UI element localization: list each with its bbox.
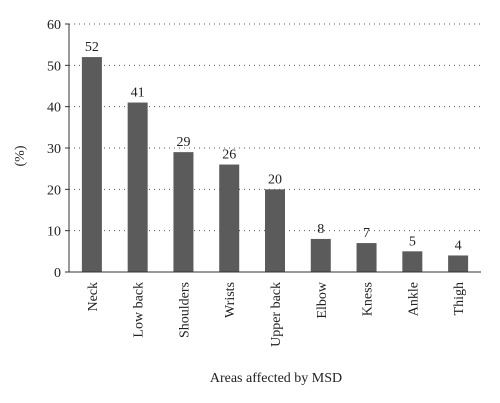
data-label: 8 <box>317 222 324 237</box>
data-label: 7 <box>363 226 370 241</box>
bar <box>448 255 469 272</box>
data-label: 29 <box>176 135 190 150</box>
bar <box>219 164 240 272</box>
x-category-label: Neck <box>86 282 101 312</box>
x-category-label: Wrists <box>223 282 238 318</box>
axes <box>65 23 481 273</box>
bars <box>81 57 469 273</box>
data-label: 41 <box>131 86 145 101</box>
x-category-label: Ankle <box>406 282 421 316</box>
labels: 0 10 20 30 40 50 60 52 Neck 41 Low back 29 Shoulders… <box>47 18 467 347</box>
y-tick-label: 60 <box>47 18 61 33</box>
x-category-label: Low back <box>132 282 147 338</box>
bar <box>310 238 331 272</box>
x-category-label: Thigh <box>452 282 467 315</box>
data-label: 4 <box>455 238 462 253</box>
x-axis-title: Areas affected by MSD <box>210 371 342 386</box>
bar <box>356 243 377 272</box>
bar <box>81 57 102 272</box>
x-category-label: Shoulders <box>177 282 192 338</box>
y-tick-label: 0 <box>54 266 61 281</box>
bar <box>265 189 285 272</box>
y-tick-label: 50 <box>47 59 61 74</box>
x-category-label: Upper back <box>269 282 284 347</box>
data-label: 52 <box>85 40 99 55</box>
data-label: 26 <box>222 148 236 163</box>
bar <box>127 102 148 273</box>
y-tick-label: 40 <box>47 101 61 116</box>
data-label: 5 <box>409 234 416 249</box>
y-axis-title: (%) <box>13 145 28 166</box>
bar <box>402 251 423 272</box>
data-label: 20 <box>268 172 282 187</box>
x-category-label: Elbow <box>315 281 330 318</box>
y-tick-label: 10 <box>47 225 61 240</box>
bar <box>173 152 194 272</box>
x-category-label: Kness <box>361 282 376 316</box>
y-tick-label: 30 <box>47 142 61 157</box>
y-tick-label: 20 <box>47 183 61 198</box>
